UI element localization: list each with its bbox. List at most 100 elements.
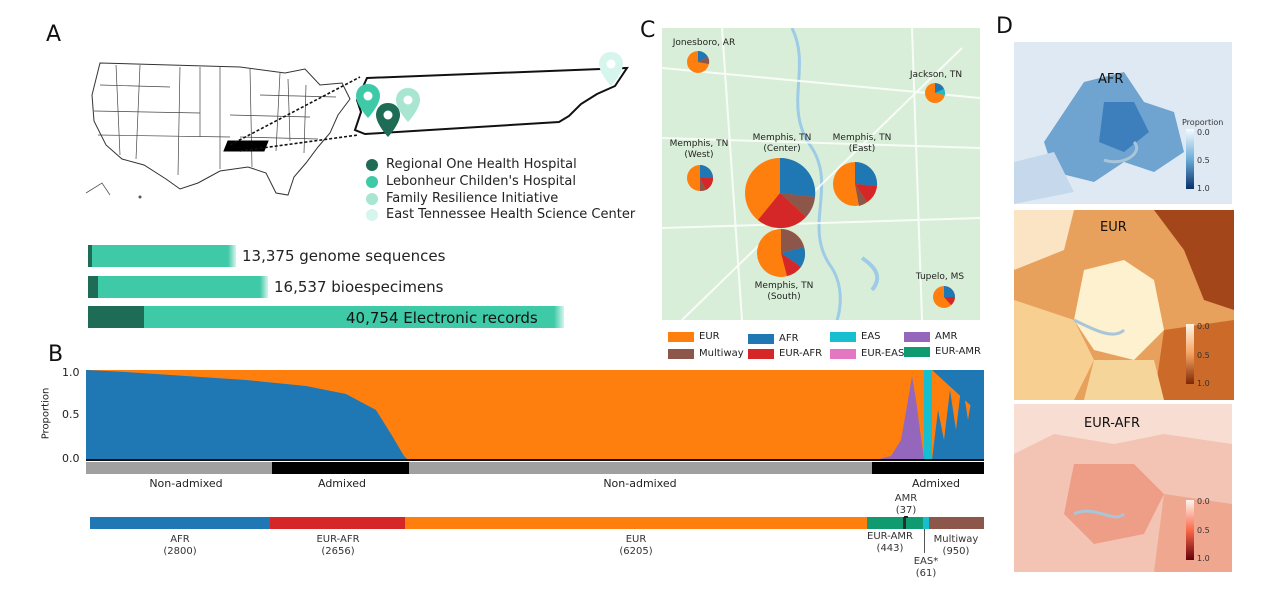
key-swatch xyxy=(830,348,856,359)
colorbar-eur xyxy=(1186,324,1194,384)
choropleth-eur-afr-regions xyxy=(1014,404,1232,572)
city-label-memphis-west: Memphis, TN (West) xyxy=(669,139,729,160)
site-label: Family Resilience Initiative xyxy=(386,191,559,206)
admix-strip-admixed xyxy=(872,462,984,474)
pie-jackson xyxy=(925,83,946,103)
key-afr: AFR xyxy=(748,333,799,344)
category-label-eur: EUR (6205) xyxy=(619,534,653,557)
admix-label: Non-admixed xyxy=(149,477,223,490)
amr-area xyxy=(876,376,924,460)
city-label-tupelo: Tupelo, MS xyxy=(915,272,965,282)
zoom-connector xyxy=(230,76,361,152)
stat-label: 13,375 genome sequences xyxy=(242,247,446,265)
us-map xyxy=(85,62,351,199)
regional-map-background xyxy=(662,28,980,320)
key-eur-amr: EUR-AMR xyxy=(904,346,981,357)
category-label-multiway: Multiway (950) xyxy=(933,534,979,557)
key-swatch xyxy=(748,333,774,344)
colorbar-label: Proportion xyxy=(1182,118,1224,127)
legend-dot-icon xyxy=(366,158,378,171)
legend-dot-icon xyxy=(366,208,378,221)
y-axis-label: Proportion xyxy=(40,387,52,440)
admix-strip-admixed xyxy=(272,462,409,474)
pie-memphis-west xyxy=(687,165,714,192)
colorbar-tick: 0.5 xyxy=(1197,526,1210,535)
amr-pointer xyxy=(904,516,908,518)
stat-bar-biospecimens xyxy=(88,276,268,298)
pin-icon-lebonheur xyxy=(356,84,380,118)
colorbar-tick: 0.0 xyxy=(1197,128,1210,137)
y-tick-label: 0.5 xyxy=(62,408,80,421)
legend-dot-icon xyxy=(366,192,378,205)
eas-pointer xyxy=(924,529,925,553)
key-swatch xyxy=(830,331,856,342)
panel-letter-c: C xyxy=(640,18,656,43)
site-legend-item: Lebonheur Childen's Hospital xyxy=(366,174,576,189)
colorbar-eur-afr xyxy=(1186,500,1194,560)
key-multiway: Multiway xyxy=(668,348,744,359)
site-legend-item: Regional One Health Hospital xyxy=(366,157,577,172)
colorbar-tick: 1.0 xyxy=(1197,554,1210,563)
colorbar-tick: 0.0 xyxy=(1197,497,1210,506)
choropleth-eur xyxy=(1014,210,1234,400)
category-segment-eur xyxy=(405,517,867,529)
admix-label: Admixed xyxy=(317,477,366,490)
category-segment-eur-afr xyxy=(270,517,405,529)
key-amr: AMR xyxy=(904,331,957,342)
panel-letter-b: B xyxy=(48,342,64,367)
category-segment-multiway xyxy=(929,517,984,529)
key-swatch xyxy=(668,331,694,342)
colorbar-tick: 1.0 xyxy=(1197,184,1210,193)
admix-label: Non-admixed xyxy=(603,477,677,490)
category-label-eas: EAS* (61) xyxy=(913,556,939,579)
y-tick-label: 0.0 xyxy=(62,452,80,465)
city-label-jonesboro: Jonesboro, AR xyxy=(672,38,736,48)
pie-tupelo xyxy=(933,286,955,308)
site-label: East Tennessee Health Science Center xyxy=(386,207,636,222)
city-label-jackson: Jackson, TN xyxy=(909,70,963,80)
city-label-memphis-south: Memphis, TN (South) xyxy=(754,281,814,302)
stat-bar-genome xyxy=(88,245,236,267)
y-tick-label: 1.0 xyxy=(62,366,80,379)
key-eas: EAS xyxy=(830,331,881,342)
ancestry-proportion-plot xyxy=(86,370,984,461)
key-swatch xyxy=(904,331,930,342)
category-label-eur-afr: EUR-AFR (2656) xyxy=(316,534,360,557)
map-title-afr: AFR xyxy=(1098,72,1124,87)
choropleth-afr xyxy=(1014,42,1232,204)
city-label-memphis-east: Memphis, TN (East) xyxy=(832,133,892,154)
pie-jonesboro xyxy=(687,50,710,73)
pin-icon-family-resilience xyxy=(396,88,420,122)
site-label: Lebonheur Childen's Hospital xyxy=(386,174,576,189)
choropleth-eur-afr xyxy=(1014,404,1232,572)
category-segment-afr xyxy=(90,517,270,529)
site-legend-item: Family Resilience Initiative xyxy=(366,191,558,206)
eas-strip xyxy=(924,370,932,460)
site-label: Regional One Health Hospital xyxy=(386,157,577,172)
pie-memphis-south xyxy=(757,229,805,277)
category-segment-eur-amr xyxy=(867,517,923,529)
key-swatch xyxy=(748,348,774,359)
pin-icon-regional-one xyxy=(376,103,400,137)
category-label-afr: AFR (2800) xyxy=(163,534,197,557)
city-label-memphis-center: Memphis, TN (Center) xyxy=(752,133,812,154)
legend-dot-icon xyxy=(366,175,378,188)
admix-strip-non-admixed xyxy=(409,462,872,474)
site-legend-item: East Tennessee Health Science Center xyxy=(366,207,635,222)
admix-label: Admixed xyxy=(911,477,960,490)
pie-memphis-center xyxy=(745,157,816,229)
pin-icon-east-tennessee xyxy=(599,52,623,86)
colorbar-tick: 0.5 xyxy=(1197,351,1210,360)
panel-letter-a: A xyxy=(46,22,62,47)
colorbar-tick: 1.0 xyxy=(1197,379,1210,388)
multiway-afr-area xyxy=(932,370,984,460)
afr-area xyxy=(86,370,408,460)
choropleth-afr-regions xyxy=(1014,42,1232,204)
stat-bar-records xyxy=(88,306,564,328)
choropleth-eur-regions xyxy=(1014,210,1234,400)
category-label-eur-amr: EUR-AMR (443) xyxy=(867,531,913,554)
colorbar-afr xyxy=(1186,129,1194,189)
category-label-amr: AMR (37) xyxy=(894,493,918,516)
key-swatch xyxy=(668,348,694,359)
category-segment-eas xyxy=(923,517,929,529)
